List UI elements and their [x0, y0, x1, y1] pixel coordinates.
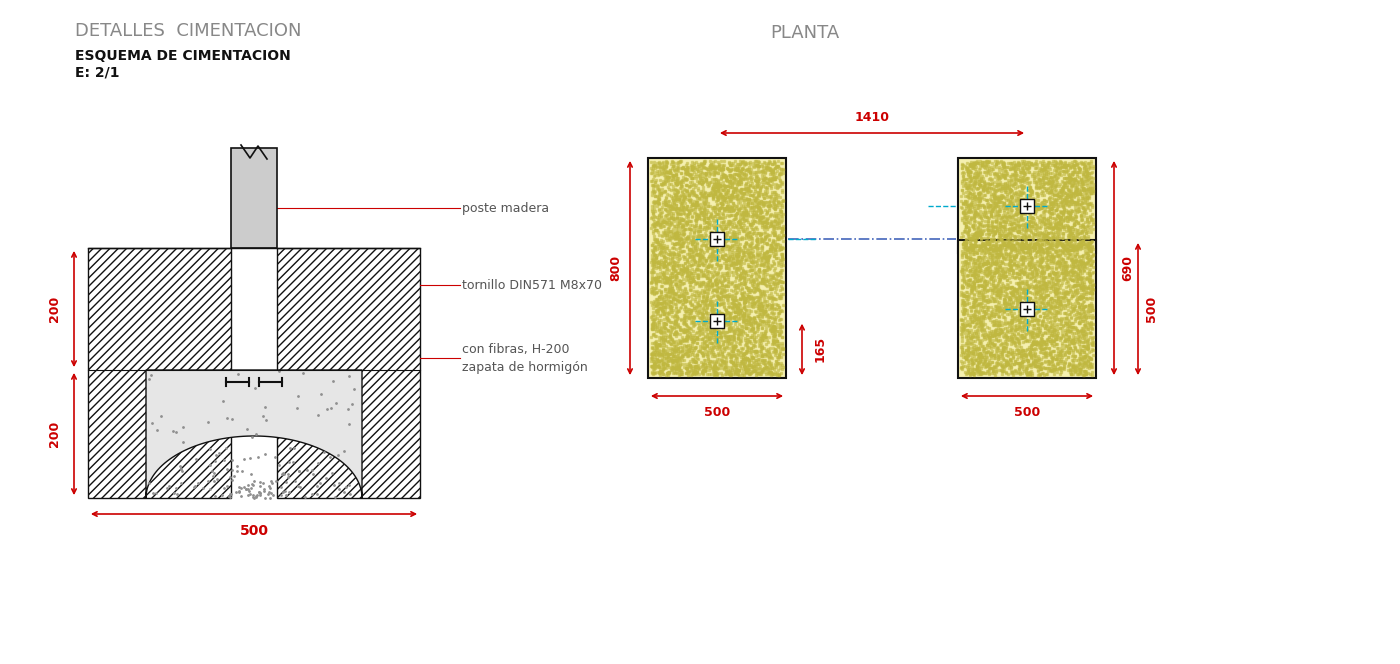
Text: zapata de hormigón: zapata de hormigón: [462, 361, 588, 373]
Text: 500: 500: [704, 406, 731, 419]
Bar: [88, 248, 231, 498]
Text: 500: 500: [239, 524, 269, 538]
Polygon shape: [146, 370, 363, 498]
Bar: [958, 158, 1096, 253]
Text: 200: 200: [48, 296, 60, 322]
Bar: [710, 314, 724, 328]
Bar: [1021, 199, 1035, 212]
Text: 690: 690: [1121, 255, 1134, 281]
Bar: [231, 148, 277, 248]
Text: poste madera: poste madera: [462, 201, 549, 214]
Text: 1410: 1410: [854, 111, 889, 124]
Text: ESQUEMA DE CIMENTACION: ESQUEMA DE CIMENTACION: [76, 49, 291, 63]
Text: con fibras, H-200: con fibras, H-200: [462, 343, 570, 355]
Text: 800: 800: [609, 255, 623, 281]
Text: 500: 500: [1014, 406, 1040, 419]
Text: 200: 200: [48, 421, 60, 447]
Text: DETALLES  CIMENTACION: DETALLES CIMENTACION: [76, 22, 301, 40]
Bar: [1021, 302, 1035, 316]
Bar: [277, 248, 420, 498]
Text: PLANTA: PLANTA: [770, 24, 839, 42]
Bar: [648, 158, 785, 378]
Bar: [958, 240, 1096, 378]
Text: 165: 165: [813, 337, 826, 363]
Text: 500: 500: [1145, 296, 1159, 322]
Text: tornillo DIN571 M8x70: tornillo DIN571 M8x70: [462, 278, 602, 291]
Bar: [710, 232, 724, 246]
Text: E: 2/1: E: 2/1: [76, 65, 119, 79]
